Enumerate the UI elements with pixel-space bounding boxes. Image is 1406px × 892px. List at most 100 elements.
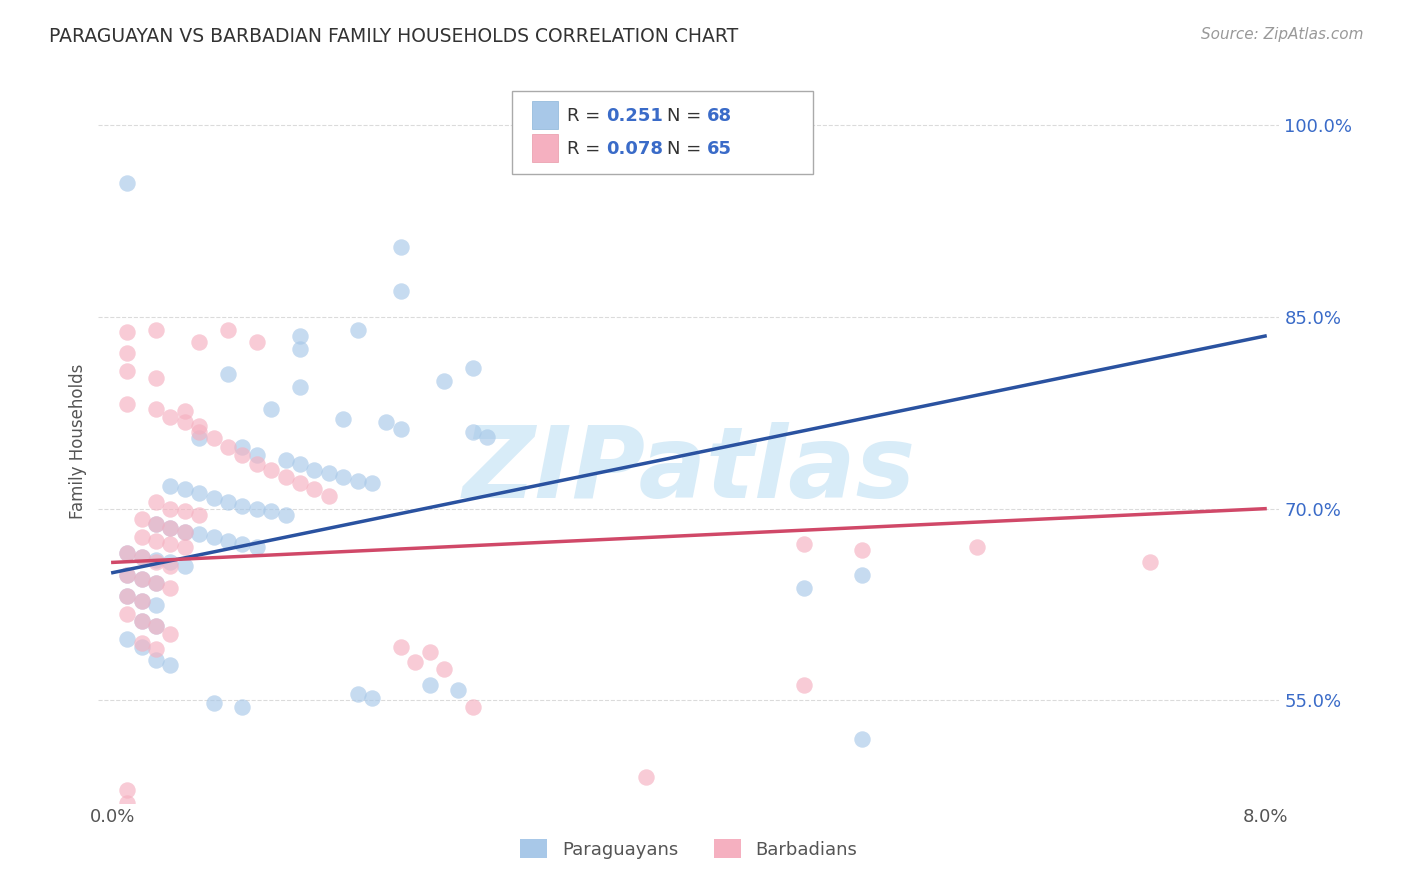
Point (260, 463, 283, 477)
Point (173, 504, 195, 518)
Point (173, 524, 195, 539)
Point (145, 533, 167, 548)
Point (461, 361, 484, 376)
Text: 68: 68 (707, 107, 731, 125)
Point (131, 614, 153, 628)
Point (389, 640, 412, 654)
Point (260, 504, 283, 518)
Point (188, 425, 211, 439)
Point (217, 323, 239, 337)
Point (851, 731, 873, 746)
Point (115, 345, 138, 359)
Point (389, 239, 412, 253)
Point (274, 453, 297, 467)
Point (115, 796, 138, 810)
Point (217, 368, 239, 382)
Point (115, 397, 138, 411)
Point (1139, 555, 1161, 569)
Point (145, 371, 167, 385)
Point (159, 521, 181, 535)
Point (217, 533, 239, 548)
Point (115, 783, 138, 797)
Point (145, 516, 167, 531)
Point (274, 508, 297, 522)
Point (159, 657, 181, 672)
Point (851, 542, 873, 557)
Point (188, 508, 211, 522)
FancyBboxPatch shape (531, 101, 558, 128)
Point (131, 530, 153, 544)
Point (288, 457, 311, 471)
Point (288, 476, 311, 491)
Point (274, 469, 297, 483)
Point (332, 469, 354, 483)
Point (145, 619, 167, 633)
Point (131, 593, 153, 607)
Point (389, 422, 412, 436)
Point (115, 607, 138, 621)
Point (246, 501, 269, 516)
Point (217, 495, 239, 509)
Point (115, 546, 138, 560)
Point (433, 661, 456, 675)
Point (318, 466, 340, 480)
Legend: Paraguayans, Barbadians: Paraguayans, Barbadians (520, 839, 858, 859)
Point (188, 335, 211, 350)
Point (202, 431, 225, 445)
Point (159, 409, 181, 424)
Point (159, 559, 181, 574)
Point (332, 412, 354, 426)
Text: PARAGUAYAN VS BARBADIAN FAMILY HOUSEHOLDS CORRELATION CHART: PARAGUAYAN VS BARBADIAN FAMILY HOUSEHOLD… (49, 27, 738, 45)
Point (217, 440, 239, 454)
Point (361, 476, 384, 491)
Text: N =: N = (666, 107, 706, 125)
Point (159, 537, 181, 551)
Point (202, 491, 225, 506)
Point (173, 559, 195, 574)
Point (173, 524, 195, 539)
Point (304, 463, 326, 477)
Point (145, 516, 167, 531)
Point (346, 474, 368, 488)
Point (131, 550, 153, 565)
Point (288, 380, 311, 394)
Point (288, 342, 311, 356)
Text: N =: N = (666, 140, 706, 158)
Point (461, 699, 484, 714)
Point (318, 489, 340, 503)
Point (131, 572, 153, 586)
Point (477, 430, 499, 444)
Point (246, 457, 269, 471)
Text: 0.251: 0.251 (606, 107, 664, 125)
Point (115, 568, 138, 582)
Point (188, 527, 211, 541)
Point (145, 553, 167, 567)
Point (246, 335, 269, 350)
Point (159, 521, 181, 535)
Point (188, 418, 211, 433)
Y-axis label: Family Households: Family Households (69, 364, 87, 519)
Point (131, 512, 153, 526)
Point (131, 640, 153, 654)
Point (246, 448, 269, 462)
Point (173, 404, 195, 418)
Point (145, 652, 167, 666)
Point (260, 401, 283, 416)
FancyBboxPatch shape (531, 135, 558, 162)
Point (115, 632, 138, 646)
Point (145, 323, 167, 337)
Point (966, 540, 988, 554)
Point (173, 415, 195, 429)
Point (115, 546, 138, 560)
Point (231, 537, 253, 551)
Point (851, 568, 873, 582)
Point (159, 501, 181, 516)
Point (159, 581, 181, 595)
Point (361, 690, 384, 705)
Point (231, 440, 253, 454)
Point (634, 770, 657, 784)
Point (145, 575, 167, 590)
Point (159, 555, 181, 569)
Point (433, 374, 456, 388)
Point (419, 645, 441, 659)
